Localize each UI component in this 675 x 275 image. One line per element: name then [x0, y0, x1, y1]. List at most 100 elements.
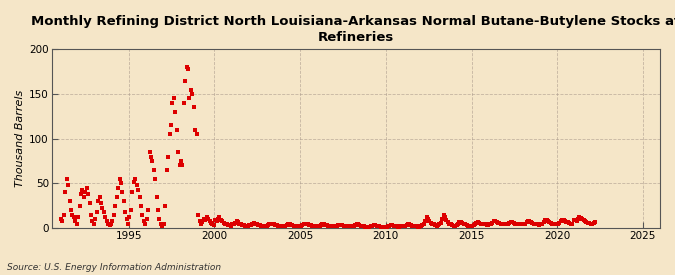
- Point: [105, 221, 116, 226]
- Point: [518, 222, 529, 227]
- Point: [448, 224, 459, 228]
- Point: [425, 221, 436, 225]
- Point: [427, 221, 437, 226]
- Point: [524, 219, 535, 223]
- Point: [123, 221, 134, 226]
- Point: [574, 215, 585, 219]
- Point: [73, 215, 84, 219]
- Point: [357, 224, 368, 228]
- Point: [218, 221, 229, 225]
- Point: [169, 96, 180, 101]
- Point: [383, 224, 394, 228]
- Point: [217, 219, 227, 223]
- Point: [296, 224, 306, 228]
- Point: [360, 225, 371, 229]
- Point: [370, 223, 381, 227]
- Point: [156, 221, 167, 226]
- Point: [356, 224, 367, 228]
- Point: [428, 222, 439, 227]
- Point: [577, 217, 588, 221]
- Point: [115, 181, 126, 186]
- Point: [80, 190, 90, 194]
- Point: [367, 224, 378, 228]
- Point: [454, 219, 465, 224]
- Point: [570, 218, 580, 222]
- Point: [314, 224, 325, 228]
- Point: [507, 219, 518, 224]
- Point: [207, 222, 218, 227]
- Point: [224, 223, 235, 227]
- Point: [256, 224, 267, 228]
- Point: [388, 224, 399, 228]
- Point: [143, 208, 154, 212]
- Point: [61, 177, 72, 181]
- Point: [564, 221, 574, 225]
- Point: [431, 224, 442, 228]
- Point: [321, 223, 332, 227]
- Point: [444, 221, 455, 226]
- Point: [583, 221, 593, 225]
- Point: [571, 219, 582, 223]
- Point: [575, 216, 586, 220]
- Point: [529, 221, 539, 226]
- Point: [585, 221, 596, 226]
- Point: [252, 223, 263, 227]
- Point: [535, 222, 546, 227]
- Point: [277, 224, 288, 228]
- Point: [411, 224, 422, 228]
- Point: [231, 219, 242, 223]
- Point: [301, 221, 312, 226]
- Point: [150, 177, 161, 181]
- Point: [70, 219, 81, 223]
- Point: [148, 168, 159, 172]
- Point: [327, 224, 338, 228]
- Point: [160, 204, 171, 208]
- Point: [205, 221, 216, 225]
- Point: [191, 132, 202, 136]
- Point: [130, 177, 140, 181]
- Point: [560, 219, 570, 223]
- Point: [267, 221, 278, 226]
- Point: [406, 223, 416, 227]
- Point: [254, 223, 265, 227]
- Point: [371, 224, 382, 228]
- Point: [317, 222, 327, 227]
- Point: [537, 221, 547, 226]
- Point: [525, 219, 536, 224]
- Point: [543, 219, 554, 223]
- Point: [90, 217, 101, 221]
- Point: [534, 223, 545, 227]
- Point: [304, 223, 315, 227]
- Point: [404, 222, 415, 227]
- Point: [307, 224, 318, 228]
- Point: [533, 222, 543, 227]
- Point: [474, 221, 485, 225]
- Point: [151, 194, 162, 199]
- Point: [517, 222, 528, 227]
- Point: [556, 219, 566, 223]
- Point: [227, 221, 238, 226]
- Point: [433, 223, 443, 227]
- Point: [506, 219, 516, 224]
- Point: [340, 224, 350, 228]
- Point: [447, 223, 458, 227]
- Point: [107, 219, 117, 223]
- Point: [153, 208, 163, 212]
- Point: [554, 221, 565, 225]
- Point: [479, 222, 489, 227]
- Point: [290, 224, 300, 228]
- Point: [421, 215, 432, 219]
- Point: [354, 223, 365, 227]
- Point: [173, 150, 184, 154]
- Point: [477, 221, 488, 226]
- Point: [87, 219, 98, 223]
- Point: [557, 218, 568, 222]
- Point: [329, 224, 340, 228]
- Point: [140, 222, 151, 227]
- Point: [104, 223, 115, 227]
- Point: [375, 225, 386, 229]
- Point: [350, 223, 360, 227]
- Point: [119, 210, 130, 214]
- Point: [306, 223, 317, 227]
- Point: [211, 219, 222, 223]
